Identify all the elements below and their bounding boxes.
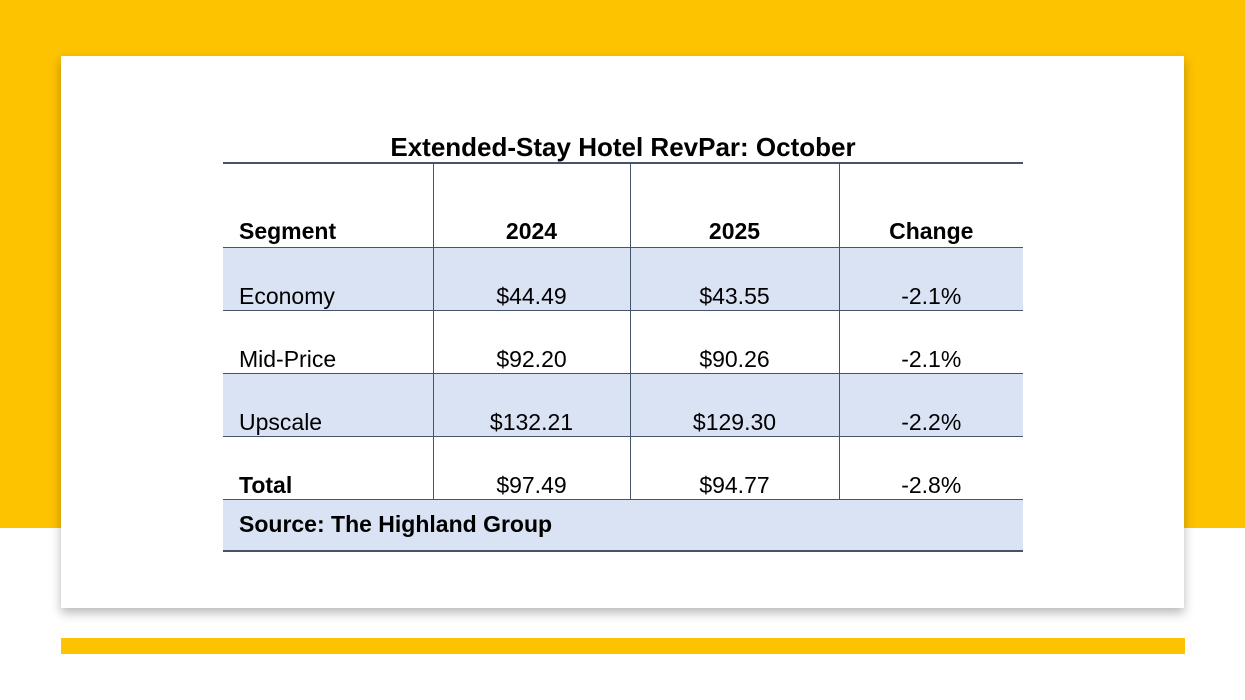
value-2024-cell: $97.49 xyxy=(433,436,631,499)
revpar-table: Segment 2024 2025 Change Economy $44.49 … xyxy=(223,162,1023,552)
value-2024-cell: $92.20 xyxy=(433,310,631,373)
table-row-total: Total $97.49 $94.77 -2.8% xyxy=(223,436,1023,499)
value-2025-cell: $43.55 xyxy=(630,247,840,310)
column-header-segment: Segment xyxy=(223,163,434,247)
source-row: Source: The Highland Group xyxy=(223,499,1023,551)
segment-cell: Upscale xyxy=(223,373,434,436)
yellow-accent-bar xyxy=(61,638,1185,654)
change-cell: -2.1% xyxy=(901,282,962,309)
segment-cell: Economy xyxy=(223,247,434,310)
content-card: Extended-Stay Hotel RevPar: October Segm… xyxy=(61,56,1184,608)
value-2024-cell: $44.49 xyxy=(433,247,631,310)
source-note: Source: The Highland Group xyxy=(239,511,553,538)
table-row: Economy $44.49 $43.55 -2.1% xyxy=(223,247,1023,310)
column-header-2024: 2024 xyxy=(433,163,631,247)
value-2025-cell: $129.30 xyxy=(630,373,840,436)
table-row: Upscale $132.21 $129.30 -2.2% xyxy=(223,373,1023,436)
column-header-2025: 2025 xyxy=(630,163,840,247)
value-2024-cell: $132.21 xyxy=(433,373,631,436)
change-cell: -2.8% xyxy=(901,471,962,498)
column-header-change: Change xyxy=(889,217,974,244)
value-2025-cell: $90.26 xyxy=(630,310,840,373)
change-cell: -2.2% xyxy=(901,408,962,435)
segment-cell: Mid-Price xyxy=(223,310,434,373)
table-header-row: Segment 2024 2025 Change xyxy=(223,163,1023,247)
table-title: Extended-Stay Hotel RevPar: October xyxy=(390,132,856,162)
value-2025-cell: $94.77 xyxy=(630,436,840,499)
segment-cell: Total xyxy=(223,436,434,499)
change-cell: -2.1% xyxy=(901,345,962,372)
table-row: Mid-Price $92.20 $90.26 -2.1% xyxy=(223,310,1023,373)
